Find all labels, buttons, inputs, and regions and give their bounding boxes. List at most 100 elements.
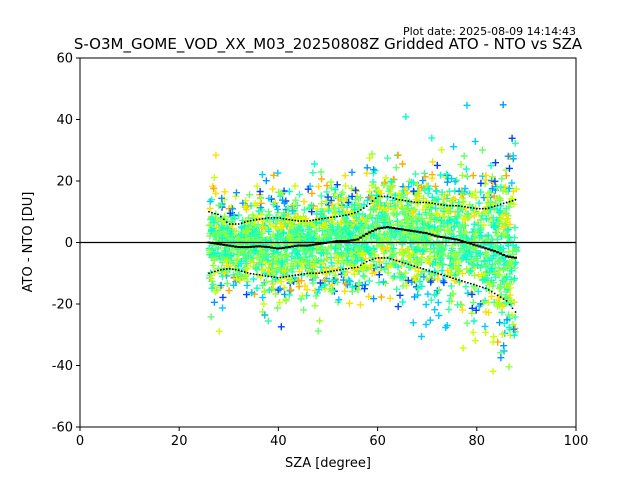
data-point [475, 199, 483, 207]
data-point [242, 260, 250, 267]
data-point [360, 201, 368, 209]
y-tick-label: -40 [52, 359, 73, 374]
upper-percentile-marker [490, 206, 493, 209]
upper-percentile-marker [389, 196, 392, 199]
data-point [348, 283, 356, 291]
data-point [313, 289, 321, 297]
x-tick-label: 60 [369, 434, 386, 449]
median-marker [243, 246, 247, 249]
data-point [477, 179, 485, 187]
data-point [470, 212, 478, 220]
median-marker [359, 236, 363, 239]
data-point [418, 333, 425, 340]
data-point [363, 218, 371, 225]
data-point [218, 264, 226, 272]
data-point [242, 236, 250, 243]
data-point [483, 250, 491, 258]
data-point [205, 221, 213, 229]
data-point [387, 178, 395, 186]
data-point [403, 282, 411, 290]
data-point [387, 190, 395, 198]
data-point [433, 161, 441, 169]
data-point [424, 222, 432, 230]
median-marker [454, 238, 458, 241]
lower-percentile-marker [386, 257, 389, 259]
data-point [221, 212, 229, 220]
data-point [294, 251, 302, 259]
data-point [343, 208, 350, 216]
upper-percentile-marker [472, 207, 475, 210]
median-marker [299, 244, 303, 247]
data-point [250, 248, 258, 256]
data-point [223, 257, 231, 264]
data-point [215, 327, 223, 335]
upper-percentile-marker [383, 195, 386, 198]
lower-percentile-marker [425, 269, 428, 271]
lower-percentile-marker [255, 273, 258, 276]
data-point [303, 247, 311, 255]
upper-percentile-marker [422, 201, 425, 204]
lower-percentile-marker [422, 268, 425, 270]
data-point [414, 284, 421, 292]
data-point [503, 273, 511, 281]
data-point [288, 268, 296, 276]
data-point [287, 235, 294, 243]
lower-percentile-marker [309, 272, 311, 275]
data-point [508, 267, 515, 275]
median-marker [427, 232, 431, 235]
data-point [265, 286, 273, 294]
data-point [344, 256, 352, 264]
data-point [374, 197, 382, 205]
data-point [384, 269, 392, 277]
data-point [272, 275, 280, 283]
data-point [469, 328, 477, 336]
upper-percentile-marker [496, 204, 499, 207]
data-point [335, 296, 343, 304]
upper-percentile-marker [312, 219, 314, 222]
data-point [394, 303, 402, 311]
data-point [427, 296, 435, 304]
data-point [366, 154, 374, 162]
data-point [311, 302, 319, 310]
data-point [498, 308, 506, 316]
data-point [274, 205, 282, 213]
data-point [332, 271, 339, 279]
lower-percentile-marker [356, 266, 359, 268]
x-tick-label: 40 [270, 434, 287, 449]
upper-percentile-marker [487, 207, 490, 210]
median-marker [484, 247, 488, 250]
data-point [370, 166, 378, 174]
upper-percentile-marker [428, 201, 431, 204]
data-point [478, 212, 486, 220]
lower-percentile-marker [231, 268, 234, 271]
data-point [439, 200, 447, 208]
median-marker [409, 229, 413, 232]
data-point [288, 222, 296, 230]
lower-percentile-marker [464, 281, 466, 283]
upper-percentile-marker [446, 204, 448, 207]
data-point [431, 306, 439, 314]
data-point [286, 225, 293, 233]
data-point [218, 222, 226, 230]
data-point [406, 239, 414, 247]
data-point [337, 233, 345, 241]
lower-percentile-marker [214, 270, 216, 273]
data-point [477, 216, 485, 224]
data-point [353, 187, 360, 195]
data-point [332, 245, 339, 252]
data-point [496, 319, 504, 327]
data-point [257, 273, 265, 281]
data-point [315, 286, 323, 293]
median-marker [270, 246, 273, 249]
lower-percentile-marker [371, 258, 374, 261]
median-marker [296, 244, 300, 247]
data-point [387, 233, 395, 241]
data-point [396, 269, 404, 277]
upper-percentile-marker [291, 219, 294, 222]
median-marker [320, 242, 324, 245]
x-tick-label: 0 [76, 434, 84, 449]
data-point [416, 278, 424, 286]
data-point [415, 192, 423, 200]
data-point [438, 146, 446, 154]
data-point [412, 277, 420, 285]
